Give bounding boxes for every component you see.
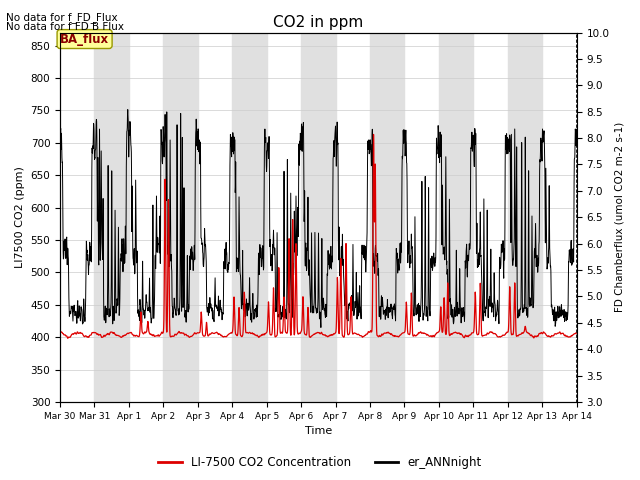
Bar bbox=[163, 33, 198, 402]
Bar bbox=[439, 33, 474, 402]
Text: No data for f_FD_Flux: No data for f_FD_Flux bbox=[6, 12, 118, 23]
Bar bbox=[301, 33, 335, 402]
Bar bbox=[508, 33, 542, 402]
Y-axis label: FD Chamberflux (umol CO2 m-2 s-1): FD Chamberflux (umol CO2 m-2 s-1) bbox=[615, 122, 625, 312]
Legend: LI-7500 CO2 Concentration, er_ANNnight: LI-7500 CO2 Concentration, er_ANNnight bbox=[153, 452, 487, 474]
Bar bbox=[370, 33, 404, 402]
Text: BA_flux: BA_flux bbox=[60, 33, 109, 46]
Bar bbox=[232, 33, 267, 402]
Bar bbox=[95, 33, 129, 402]
X-axis label: Time: Time bbox=[305, 426, 332, 436]
Title: CO2 in ppm: CO2 in ppm bbox=[273, 15, 364, 30]
Text: No data for f FD B Flux: No data for f FD B Flux bbox=[6, 22, 124, 32]
Y-axis label: LI7500 CO2 (ppm): LI7500 CO2 (ppm) bbox=[15, 166, 25, 268]
